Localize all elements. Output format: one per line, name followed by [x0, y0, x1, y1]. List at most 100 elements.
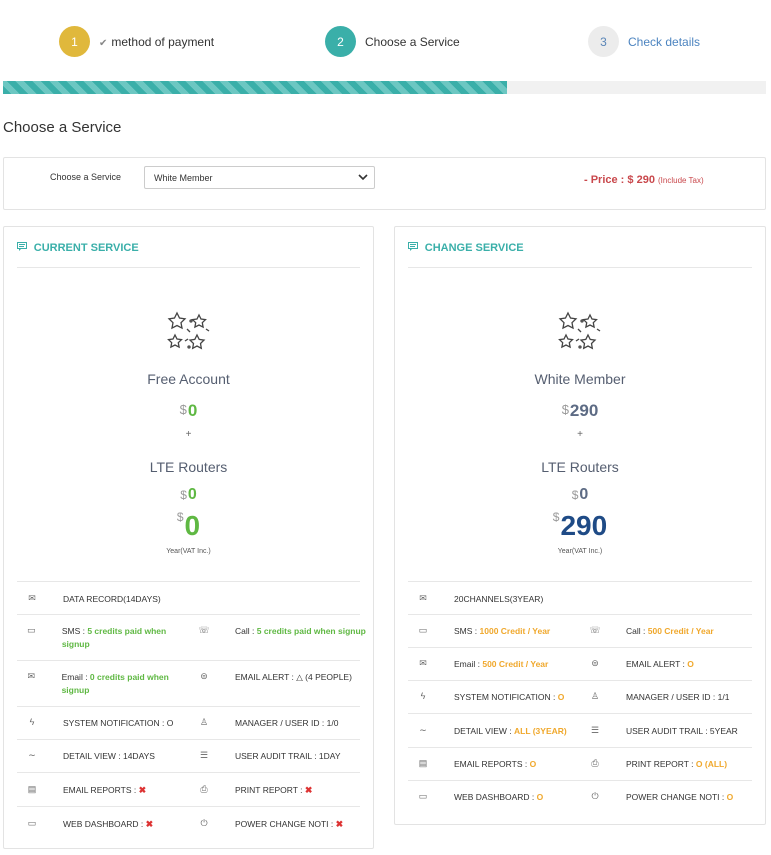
change-plan-name: White Member: [534, 371, 626, 387]
feature-print-report: PRINT REPORT : O (ALL): [626, 759, 728, 769]
chart-icon: ∼: [419, 725, 427, 735]
bolt-icon: ϟ: [29, 717, 35, 727]
feature-audit-trail: USER AUDIT TRAIL : 1DAY: [235, 751, 341, 761]
price-tax-note: (Include Tax): [658, 176, 704, 185]
feature-web-dashboard: WEB DASHBOARD : O: [454, 792, 544, 802]
current-year-note: Year(VAT Inc.): [166, 548, 211, 555]
step-2-label: Choose a Service: [365, 34, 460, 49]
feature-row: ▭ WEB DASHBOARD : O ⏻ POWER CHANGE NOTI …: [408, 780, 752, 813]
feature-sms: SMS : 5 credits paid when signup: [61, 626, 167, 649]
user-icon: ♙: [590, 691, 600, 701]
feature-row: ✉ Email : 0 credits paid when signup ⊜ E…: [17, 660, 360, 706]
feature-row: ϟ SYSTEM NOTIFICATION : O ♙ MANAGER / US…: [17, 706, 360, 739]
step-3-label[interactable]: Check details: [628, 34, 701, 49]
feature-call: Call : 500 Credit / Year: [626, 626, 714, 636]
alert-icon: ⊜: [200, 671, 208, 681]
chat-icon: [408, 242, 421, 254]
feature-channels: 20CHANNELS(3YEAR): [454, 594, 544, 604]
chat-icon: [17, 242, 30, 254]
feature-email-reports: EMAIL REPORTS : ✖: [63, 785, 147, 795]
step-3[interactable]: 3 Check details: [588, 26, 700, 57]
chevron-down-icon: [358, 172, 368, 185]
progress-fill: [3, 81, 507, 94]
feature-row: ▤ EMAIL REPORTS : O ⎙ PRINT REPORT : O (…: [408, 747, 752, 780]
feature-system-notification: SYSTEM NOTIFICATION : O: [63, 718, 174, 728]
service-select-label: Choose a Service: [50, 172, 122, 182]
step-2[interactable]: 2 Choose a Service: [325, 26, 460, 57]
feature-detail-view: DETAIL VIEW : 14DAYS: [63, 751, 155, 761]
change-plan-price: $290: [561, 401, 599, 420]
current-service-title: CURRENT SERVICE: [33, 242, 139, 254]
chat-icon: ▭: [418, 625, 428, 635]
feature-row: ▭ SMS : 1000 Credit / Year ☏ Call : 500 …: [408, 614, 752, 647]
list-icon: ☰: [199, 750, 209, 760]
feature-email-alert: EMAIL ALERT : O: [626, 659, 694, 669]
plus-sign: +: [185, 429, 192, 440]
feature-row: ✉ 20CHANNELS(3YEAR): [408, 581, 752, 614]
service-select[interactable]: White Member: [144, 166, 375, 189]
stepper: 1 ✔ method of payment 2 Choose a Service …: [0, 0, 771, 80]
feature-data-record: DATA RECORD(14DAYS): [63, 594, 161, 604]
envelope-icon: ✉: [28, 593, 36, 603]
feature-manager: MANAGER / USER ID : 1/0: [235, 718, 339, 728]
user-icon: ♙: [199, 717, 209, 727]
feature-row: ▭ SMS : 5 credits paid when signup ☏ Cal…: [17, 614, 366, 660]
chart-icon: ∼: [28, 750, 36, 760]
report-icon: ▤: [27, 784, 37, 794]
feature-system-notification: SYSTEM NOTIFICATION : O: [454, 692, 565, 702]
feature-row: ▤ EMAIL REPORTS : ✖ ⎙ PRINT REPORT : ✖: [17, 772, 360, 806]
bolt-icon: ϟ: [420, 691, 426, 701]
change-service-card: CHANGE SERVICE White Member $290 + LTE R…: [394, 226, 766, 825]
current-routers-price: $0: [180, 486, 197, 503]
envelope-icon: ✉: [419, 658, 427, 668]
page-title: Choose a Service: [3, 119, 122, 136]
current-service-header: CURRENT SERVICE: [17, 242, 360, 268]
print-icon: ⎙: [200, 784, 208, 794]
change-service-title: CHANGE SERVICE: [424, 242, 524, 254]
current-plan-price: $0: [179, 401, 198, 420]
step-3-number: 3: [588, 26, 619, 57]
stars-icon: [556, 309, 604, 357]
price-value: - Price : $ 290: [584, 174, 655, 186]
change-total-price: $290: [552, 510, 608, 541]
change-plan-summary: White Member $290 + LTE Routers $0 $290 …: [395, 309, 765, 555]
report-icon: ▤: [418, 758, 428, 768]
step-1-number: 1: [59, 26, 90, 57]
feature-row: ✉ Email : 500 Credit / Year ⊜ EMAIL ALER…: [408, 647, 752, 680]
current-plan-summary: Free Account $0 + LTE Routers $0 $0 Year…: [4, 309, 373, 555]
list-icon: ☰: [590, 725, 600, 735]
monitor-icon: ▭: [418, 791, 428, 801]
step-1-label: ✔ method of payment: [99, 34, 215, 49]
envelope-icon: ✉: [27, 671, 36, 681]
service-select-value: White Member: [154, 173, 213, 183]
current-routers-title: LTE Routers: [149, 459, 228, 475]
power-icon: ⏻: [591, 791, 599, 801]
feature-email-alert: EMAIL ALERT : △ (4 PEOPLE): [235, 672, 352, 682]
service-select-panel: Choose a Service White Member - Price : …: [3, 157, 766, 210]
feature-row: ϟ SYSTEM NOTIFICATION : O ♙ MANAGER / US…: [408, 680, 752, 713]
feature-print-report: PRINT REPORT : ✖: [235, 785, 313, 795]
feature-detail-view: DETAIL VIEW : ALL (3YEAR): [454, 726, 567, 736]
feature-row: ✉ DATA RECORD(14DAYS): [17, 581, 360, 614]
feature-sms: SMS : 1000 Credit / Year: [454, 626, 551, 636]
current-service-card: CURRENT SERVICE Free Account $0 + LTE Ro…: [3, 226, 374, 849]
progress-bar: [3, 81, 766, 94]
change-routers-title: LTE Routers: [541, 459, 619, 475]
step-1[interactable]: 1 ✔ method of payment: [59, 26, 214, 57]
change-year-note: Year(VAT Inc.): [557, 548, 603, 555]
chat-icon: ▭: [27, 625, 36, 635]
monitor-icon: ▭: [27, 818, 37, 828]
price-display: - Price : $ 290 (Include Tax): [584, 174, 704, 186]
feature-row: ∼ DETAIL VIEW : ALL (3YEAR) ☰ USER AUDIT…: [408, 713, 752, 747]
change-routers-price: $0: [571, 486, 589, 503]
feature-email: Email : 0 credits paid when signup: [61, 672, 169, 695]
step-2-number: 2: [325, 26, 356, 57]
feature-row: ∼ DETAIL VIEW : 14DAYS ☰ USER AUDIT TRAI…: [17, 739, 360, 772]
current-total-price: $0: [176, 510, 201, 541]
feature-row: ▭ WEB DASHBOARD : ✖ ⏻ POWER CHANGE NOTI …: [17, 806, 360, 840]
alert-icon: ⊜: [591, 658, 599, 668]
change-service-header: CHANGE SERVICE: [408, 242, 752, 268]
feature-email: Email : 500 Credit / Year: [454, 659, 549, 669]
feature-manager: MANAGER / USER ID : 1/1: [626, 692, 730, 702]
power-icon: ⏻: [200, 818, 208, 828]
